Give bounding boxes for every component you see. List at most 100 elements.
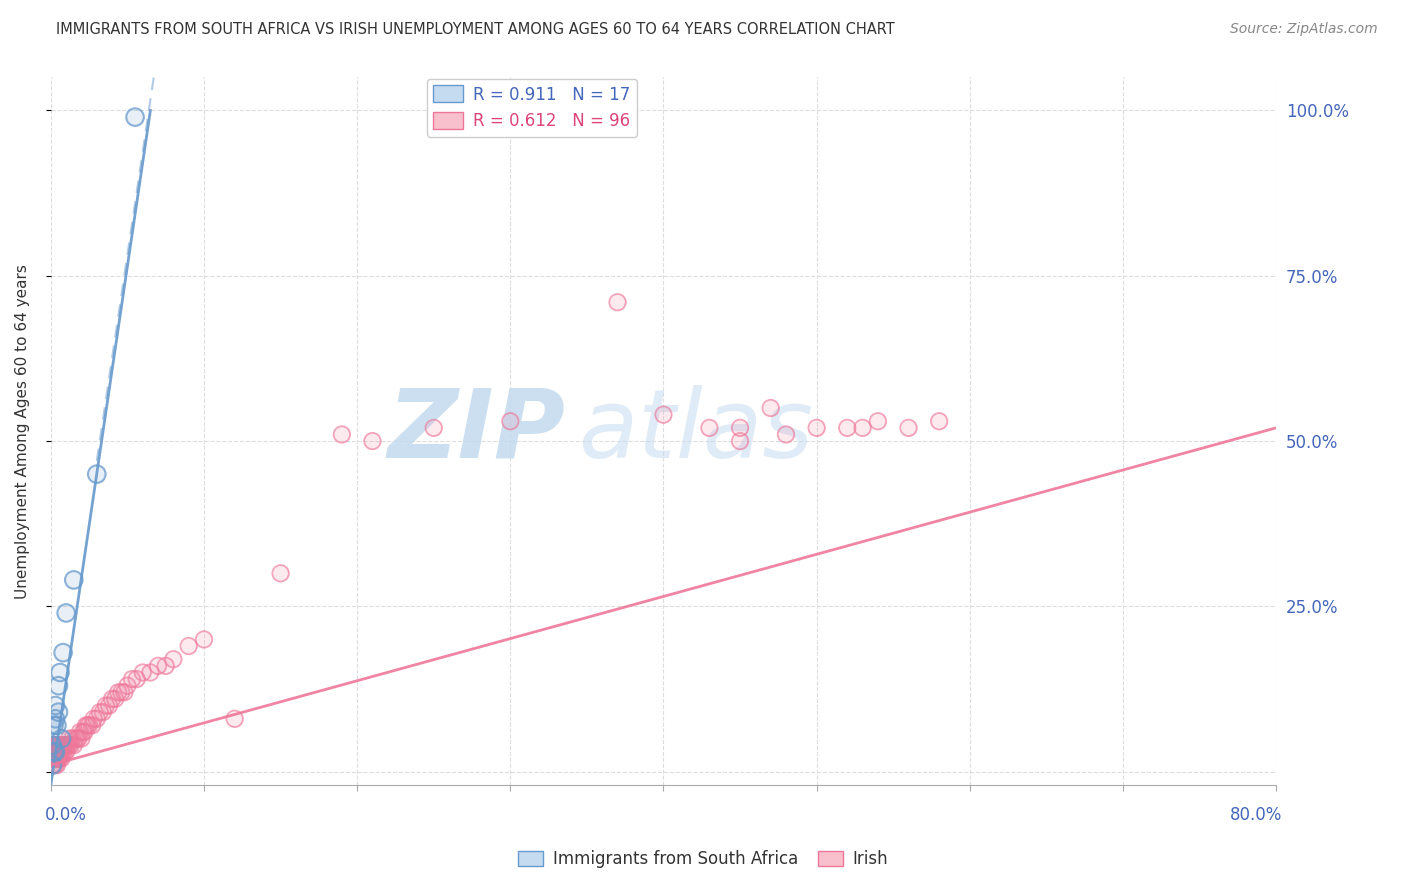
Point [56,738,79,752]
Point [86,467,108,482]
Point [224,712,246,726]
Point [49,738,72,752]
Point [48,751,70,765]
Point [139,665,162,680]
Point [44,751,66,765]
Point [86,712,108,726]
Point [49,751,72,765]
Point [49,751,72,765]
Point [51,745,73,759]
Point [42,745,65,759]
Point [60,731,83,746]
Point [89,705,111,719]
Point [91,705,114,719]
Point [70,731,93,746]
Point [124,110,146,124]
Point [55,606,77,620]
Point [837,421,859,435]
Point [49,745,72,759]
Point [121,672,143,686]
Text: 0.0%: 0.0% [45,806,87,824]
Point [44,758,66,772]
Point [65,731,87,746]
Point [155,658,177,673]
Point [112,685,135,699]
Point [77,718,100,732]
Point [52,738,75,752]
Point [44,751,66,765]
Point [177,639,200,653]
Point [53,738,76,752]
Point [499,414,522,428]
Point [89,705,111,719]
Point [42,751,65,765]
Point [42,738,65,752]
Point [49,745,72,759]
Point [44,698,66,713]
Point [41,751,63,765]
Point [76,718,98,732]
Point [117,679,139,693]
Point [499,414,522,428]
Point [58,731,80,746]
Point [73,725,96,739]
Point [699,421,721,435]
Point [62,573,84,587]
Point [69,725,91,739]
Point [76,718,98,732]
Point [775,427,797,442]
Point [46,751,69,765]
Point [44,738,66,752]
Point [41,738,63,752]
Point [82,718,104,732]
Point [652,408,675,422]
Point [44,745,66,759]
Point [91,705,114,719]
Point [83,712,105,726]
Point [41,745,63,759]
Point [52,646,75,660]
Point [59,738,82,752]
Point [42,745,65,759]
Point [107,685,129,699]
Point [44,745,66,759]
Point [46,738,69,752]
Point [55,738,77,752]
Point [62,573,84,587]
Point [51,738,73,752]
Point [46,745,69,759]
Point [44,751,66,765]
Point [46,718,69,732]
Point [162,652,184,666]
Point [55,745,77,759]
Point [139,665,162,680]
Point [162,652,184,666]
Point [42,751,65,765]
Point [42,745,65,759]
Point [104,692,127,706]
Point [53,745,76,759]
Point [51,738,73,752]
Point [51,731,73,746]
Point [46,738,69,752]
Point [65,731,87,746]
Point [224,712,246,726]
Point [46,758,69,772]
Point [58,731,80,746]
Point [42,758,65,772]
Point [806,421,828,435]
Point [72,725,94,739]
Point [112,685,135,699]
Point [75,718,97,732]
Point [270,566,292,581]
Point [928,414,950,428]
Point [48,679,70,693]
Point [699,421,721,435]
Point [49,665,72,680]
Point [52,646,75,660]
Point [41,751,63,765]
Point [48,751,70,765]
Text: 80.0%: 80.0% [1230,806,1282,824]
Point [44,698,66,713]
Point [59,738,82,752]
